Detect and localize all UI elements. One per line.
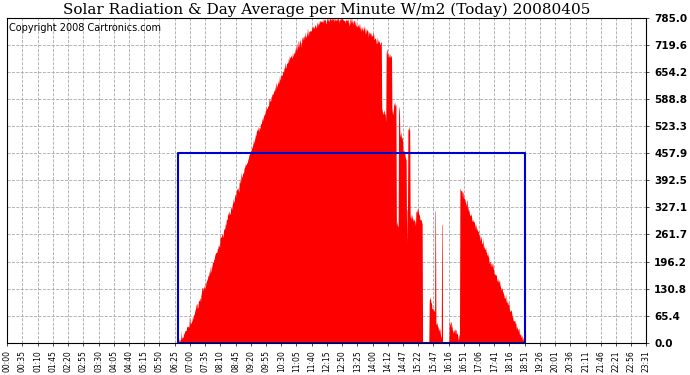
Title: Solar Radiation & Day Average per Minute W/m2 (Today) 20080405: Solar Radiation & Day Average per Minute…: [63, 3, 591, 17]
Text: Copyright 2008 Cartronics.com: Copyright 2008 Cartronics.com: [8, 23, 161, 33]
